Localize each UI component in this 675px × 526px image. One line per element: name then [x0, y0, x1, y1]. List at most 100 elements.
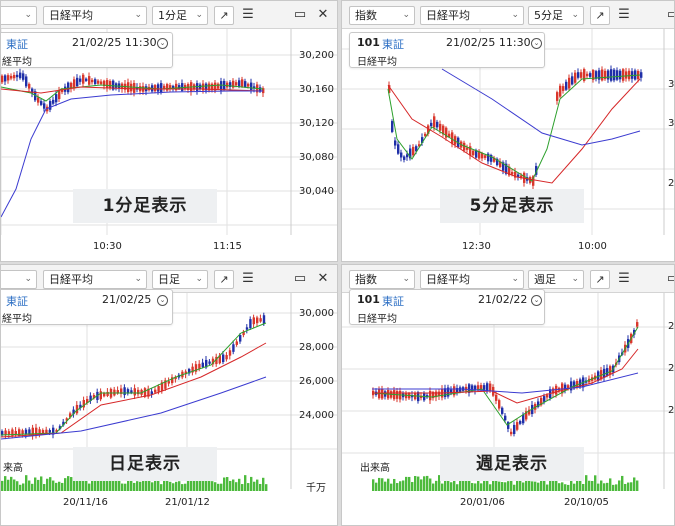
type-select[interactable]: 指数 ⌄	[349, 6, 415, 25]
candle-body	[116, 390, 119, 394]
menu-icon[interactable]: ☰	[618, 7, 630, 22]
candle-body	[215, 356, 218, 365]
candle-body	[163, 85, 166, 90]
candle-body	[247, 83, 250, 87]
candle-body	[73, 79, 76, 89]
candle-body	[540, 397, 543, 406]
candle-body	[433, 116, 436, 128]
chart-area[interactable]: 東証 21/02/25 ⌄ 経平均 日足表示 来高 30,000 28,000 …	[1, 289, 337, 525]
candle-body	[450, 389, 453, 394]
index-select[interactable]: 日経平均 ⌄	[43, 6, 147, 25]
volume-bar	[474, 483, 477, 491]
volume-bar	[468, 478, 471, 491]
volume-bar	[244, 475, 247, 491]
volume-bar	[124, 483, 127, 491]
chart-area[interactable]: 101 東証 21/02/22 ⌄ 日経平均 週足表示 出来高 2 2 2 20…	[342, 289, 674, 525]
window-icon[interactable]: ▭	[293, 7, 307, 22]
volume-bar	[585, 475, 588, 491]
menu-icon[interactable]: ☰	[242, 271, 254, 286]
candle-body	[483, 385, 486, 390]
type-select[interactable]: ⌄	[1, 6, 37, 25]
period-caption: 週足表示	[440, 447, 584, 481]
index-select[interactable]: 日経平均 ⌄	[420, 6, 524, 25]
volume-bar	[498, 481, 501, 491]
candle-body	[150, 391, 153, 395]
volume-bar	[16, 481, 19, 491]
candle-body	[19, 72, 22, 79]
expand-icon[interactable]: ↗	[590, 270, 610, 289]
candle-body	[35, 427, 38, 436]
index-select[interactable]: 日経平均 ⌄	[43, 270, 147, 289]
chevron-down-icon[interactable]: ⌄	[157, 38, 168, 49]
volume-bar	[13, 479, 16, 491]
candle-body	[592, 70, 595, 80]
candle-body	[52, 427, 55, 435]
index-select[interactable]: 日経平均 ⌄	[420, 270, 524, 289]
volume-bar	[405, 476, 408, 491]
panel-toolbar: ⌄ 日経平均 ⌄ 日足 ⌄ ↗ ☰ ▭ ✕	[1, 265, 337, 293]
volume-bar	[435, 480, 438, 491]
close-icon[interactable]: ✕	[317, 7, 329, 22]
volume-bar	[552, 476, 555, 491]
chevron-down-icon[interactable]: ⌄	[531, 38, 542, 49]
volume-bar	[636, 480, 639, 491]
y-tick: 30,160	[299, 84, 334, 95]
ma-long-line	[372, 372, 639, 394]
chart-area[interactable]: 東証 21/02/25 11:30 ⌄ 経平均 1分足表示 30,200 30,…	[1, 29, 337, 261]
volume-bar	[112, 478, 115, 491]
chart-area[interactable]: 101 東証 21/02/25 11:30 ⌄ 日経平均 5分足表示 3 3 2…	[342, 29, 674, 261]
volume-bar	[34, 477, 37, 491]
volume-bar	[543, 478, 546, 491]
candle-body	[166, 84, 169, 91]
volume-bar	[73, 480, 76, 491]
window-icon[interactable]: ▭	[664, 6, 674, 24]
volume-bar	[438, 475, 441, 491]
window-icon[interactable]: ▭	[664, 270, 674, 288]
candle-body	[417, 392, 420, 402]
volume-bar	[603, 483, 606, 491]
close-icon[interactable]: ✕	[317, 271, 329, 286]
window-icon[interactable]: ▭	[293, 271, 307, 286]
candle-body	[451, 132, 454, 144]
candle-body	[55, 94, 58, 103]
volume-bar	[205, 477, 208, 491]
candle-body	[130, 390, 133, 393]
volume-bar	[402, 480, 405, 491]
expand-icon[interactable]: ↗	[590, 6, 610, 25]
candle-body	[459, 387, 462, 392]
volume-bar	[193, 477, 196, 491]
volume-bar	[169, 481, 172, 491]
x-tick: 20/10/05	[564, 497, 609, 508]
candle-body	[109, 81, 112, 89]
period-select[interactable]: 日足 ⌄	[152, 270, 208, 289]
candle-body	[574, 72, 577, 83]
x-tick: 21/01/12	[165, 497, 210, 508]
candle-body	[562, 86, 565, 91]
volume-bar	[67, 476, 70, 491]
chevron-down-icon[interactable]: ⌄	[157, 295, 168, 306]
volume-bar	[82, 475, 85, 491]
period-select[interactable]: 5分足 ⌄	[528, 6, 584, 25]
candle-body	[631, 71, 634, 79]
candle-body	[525, 411, 528, 420]
volume-bar	[127, 476, 130, 491]
menu-icon[interactable]: ☰	[618, 271, 630, 286]
volume-bar	[22, 483, 25, 491]
volume-bar	[429, 478, 432, 491]
chevron-down-icon[interactable]: ⌄	[531, 295, 542, 306]
candle-body	[555, 385, 558, 395]
volume-bar	[199, 480, 202, 491]
type-select[interactable]: 指数 ⌄	[349, 270, 415, 289]
candle-body	[586, 73, 589, 77]
candle-body	[520, 175, 523, 179]
candle-body	[456, 388, 459, 393]
volume-bar	[633, 477, 636, 491]
menu-icon[interactable]: ☰	[242, 7, 254, 22]
expand-icon[interactable]: ↗	[214, 270, 234, 289]
period-select[interactable]: 1分足 ⌄	[152, 6, 208, 25]
volume-bar	[46, 478, 49, 491]
expand-icon[interactable]: ↗	[214, 6, 234, 25]
candle-body	[211, 358, 215, 365]
period-select[interactable]: 週足 ⌄	[528, 270, 584, 289]
type-select[interactable]: ⌄	[1, 270, 37, 289]
